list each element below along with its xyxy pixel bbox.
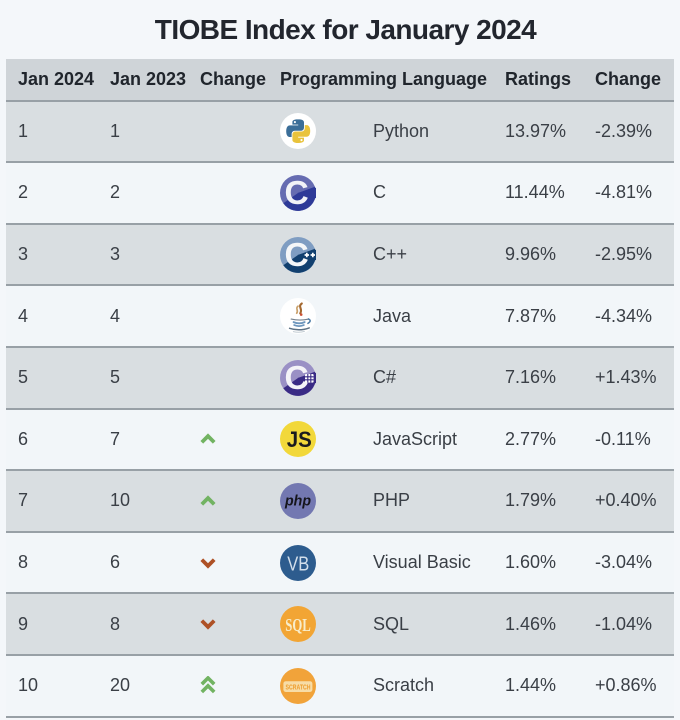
svg-text:SQL: SQL bbox=[285, 615, 311, 635]
svg-text:JS: JS bbox=[287, 428, 312, 453]
svg-text:php: php bbox=[284, 492, 311, 509]
svg-text:VB: VB bbox=[287, 553, 309, 575]
svg-text:SCRATCH: SCRATCH bbox=[286, 684, 311, 691]
